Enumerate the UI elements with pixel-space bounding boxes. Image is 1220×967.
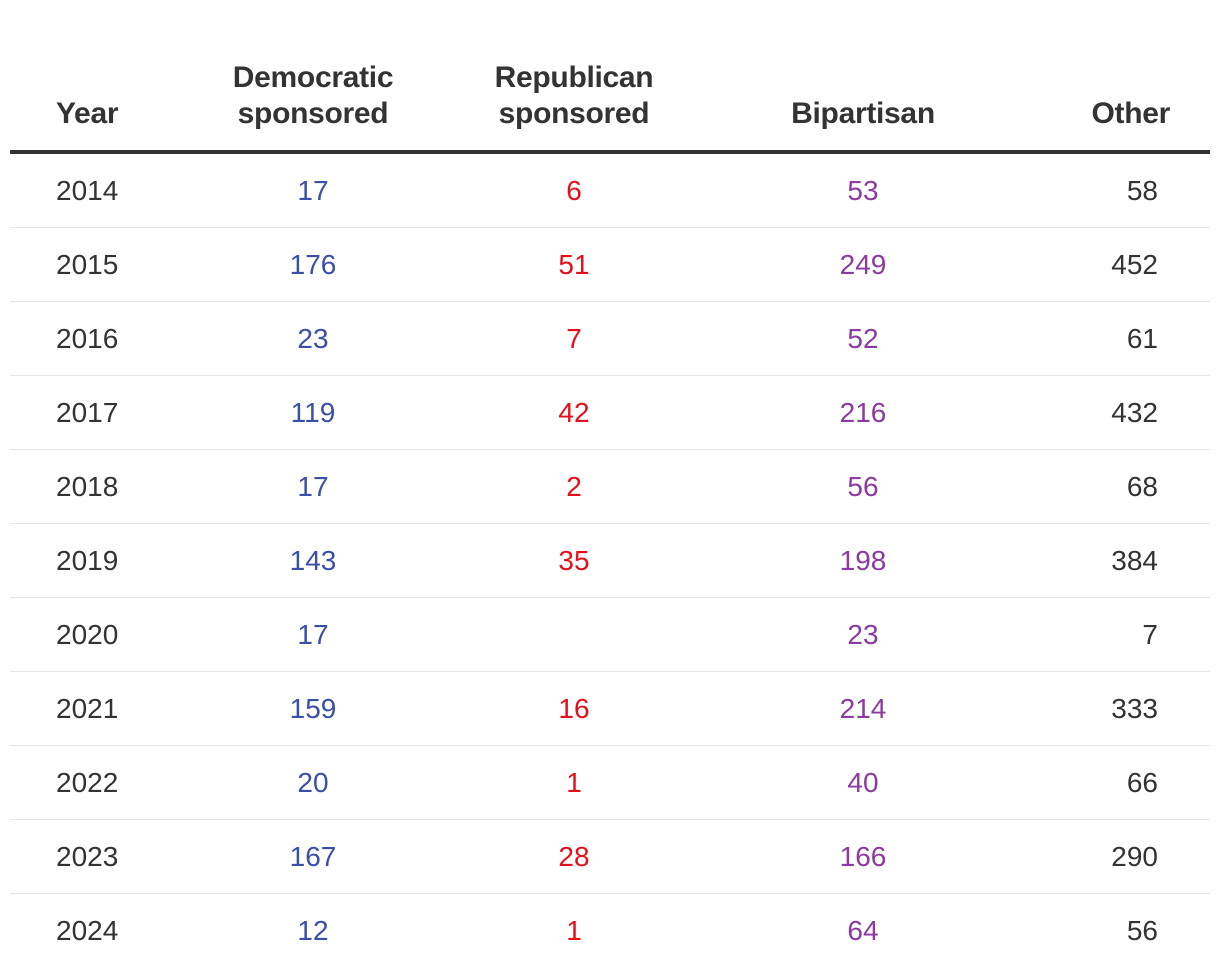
cell-republican: 51 [420, 228, 728, 302]
cell-republican: 6 [420, 152, 728, 228]
cell-bipartisan: 53 [728, 152, 962, 228]
cell-democratic: 12 [164, 894, 420, 967]
sponsorship-table: Year Democratic sponsored Republican spo… [10, 0, 1210, 967]
cell-bipartisan: 40 [728, 746, 962, 820]
cell-year: 2020 [10, 598, 164, 672]
cell-year: 2016 [10, 302, 164, 376]
cell-democratic: 17 [164, 598, 420, 672]
cell-democratic: 23 [164, 302, 420, 376]
cell-democratic: 119 [164, 376, 420, 450]
column-header-other-line-1: Other [962, 96, 1170, 132]
column-header-bipartisan: Bipartisan [728, 0, 962, 152]
cell-year: 2015 [10, 228, 164, 302]
column-header-democratic: Democratic sponsored [164, 0, 420, 152]
cell-bipartisan: 216 [728, 376, 962, 450]
cell-other: 56 [962, 894, 1210, 967]
cell-democratic: 159 [164, 672, 420, 746]
cell-bipartisan: 198 [728, 524, 962, 598]
cell-republican: 28 [420, 820, 728, 894]
column-header-bipartisan-line-1: Bipartisan [764, 96, 962, 132]
cell-other: 58 [962, 152, 1210, 228]
cell-democratic: 20 [164, 746, 420, 820]
cell-year: 2018 [10, 450, 164, 524]
cell-year: 2017 [10, 376, 164, 450]
column-header-other: Other [962, 0, 1210, 152]
cell-bipartisan: 23 [728, 598, 962, 672]
cell-republican: 16 [420, 672, 728, 746]
cell-other: 384 [962, 524, 1210, 598]
cell-republican: 35 [420, 524, 728, 598]
cell-republican: 42 [420, 376, 728, 450]
cell-republican: 1 [420, 746, 728, 820]
header-row: Year Democratic sponsored Republican spo… [10, 0, 1210, 152]
column-header-republican-line-1: Republican [420, 60, 728, 96]
cell-republican: 2 [420, 450, 728, 524]
cell-year: 2021 [10, 672, 164, 746]
cell-year: 2023 [10, 820, 164, 894]
cell-other: 452 [962, 228, 1210, 302]
cell-bipartisan: 166 [728, 820, 962, 894]
cell-bipartisan: 249 [728, 228, 962, 302]
table-header: Year Democratic sponsored Republican spo… [10, 0, 1210, 152]
cell-other: 432 [962, 376, 1210, 450]
cell-other: 333 [962, 672, 1210, 746]
cell-democratic: 167 [164, 820, 420, 894]
cell-republican [420, 598, 728, 672]
column-header-democratic-line-1: Democratic [206, 60, 420, 96]
cell-republican: 7 [420, 302, 728, 376]
column-header-republican: Republican sponsored [420, 0, 728, 152]
cell-other: 290 [962, 820, 1210, 894]
column-header-democratic-line-2: sponsored [206, 96, 420, 132]
cell-other: 7 [962, 598, 1210, 672]
cell-other: 61 [962, 302, 1210, 376]
cell-bipartisan: 214 [728, 672, 962, 746]
cell-democratic: 17 [164, 450, 420, 524]
column-header-year: Year [10, 0, 164, 152]
cell-other: 68 [962, 450, 1210, 524]
column-header-year-line-1: Year [56, 96, 164, 132]
cell-bipartisan: 64 [728, 894, 962, 967]
cell-bipartisan: 56 [728, 450, 962, 524]
cell-year: 2024 [10, 894, 164, 967]
cell-republican: 1 [420, 894, 728, 967]
sponsorship-table-container: Year Democratic sponsored Republican spo… [10, 0, 1210, 967]
cell-democratic: 143 [164, 524, 420, 598]
cell-year: 2022 [10, 746, 164, 820]
cell-other: 66 [962, 746, 1210, 820]
cell-year: 2014 [10, 152, 164, 228]
cell-year: 2019 [10, 524, 164, 598]
cell-democratic: 176 [164, 228, 420, 302]
cell-democratic: 17 [164, 152, 420, 228]
column-header-republican-line-2: sponsored [420, 96, 728, 132]
cell-bipartisan: 52 [728, 302, 962, 376]
